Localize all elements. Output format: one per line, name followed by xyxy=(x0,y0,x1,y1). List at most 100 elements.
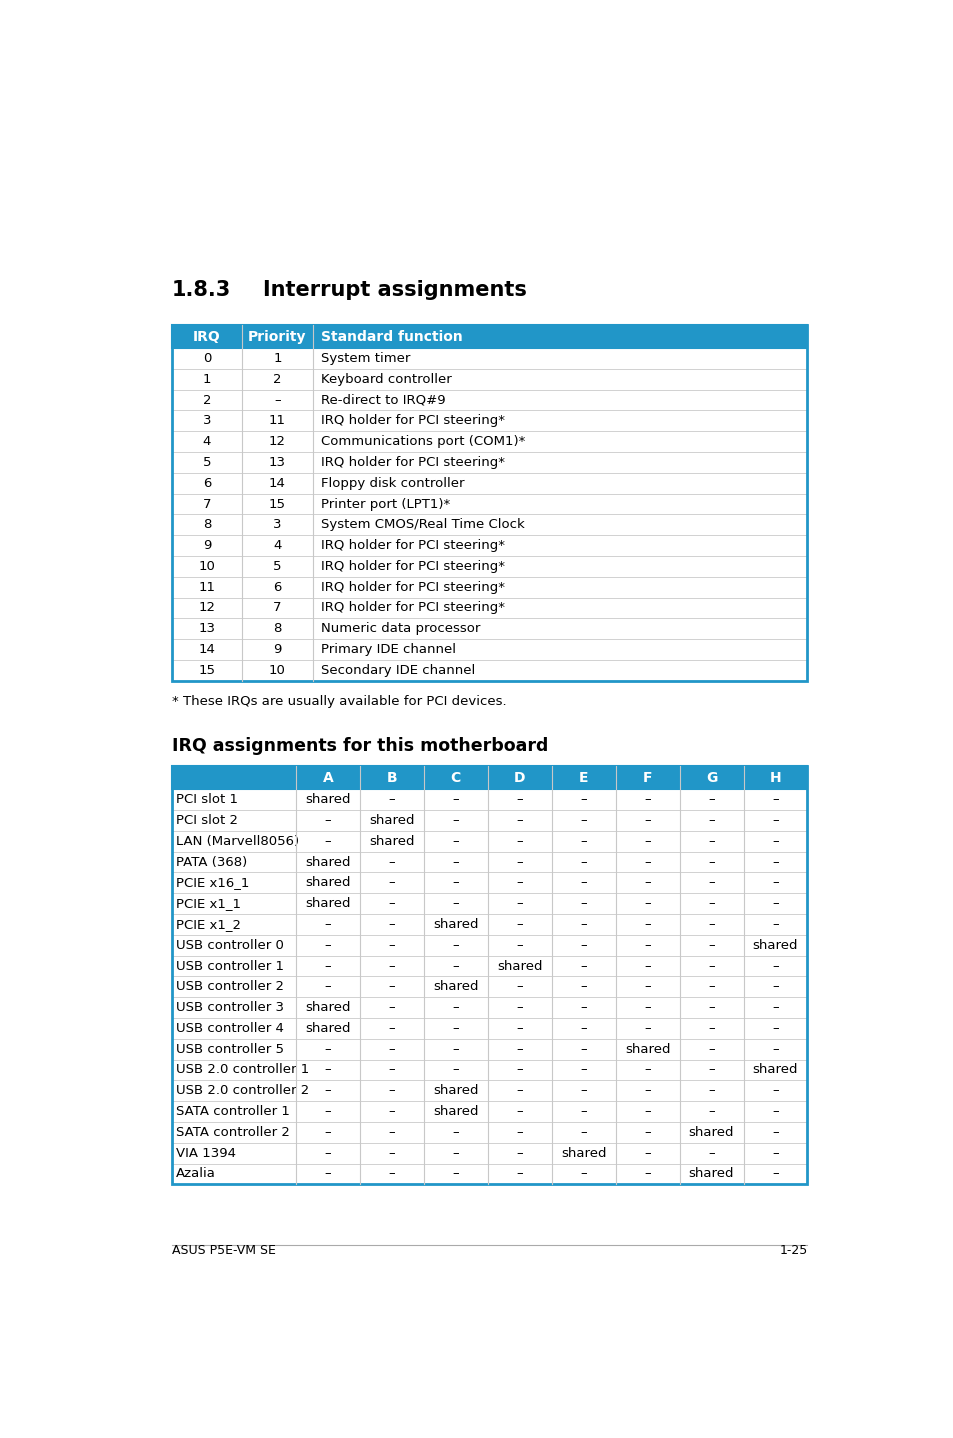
Text: System timer: System timer xyxy=(320,352,410,365)
Text: –: – xyxy=(388,856,395,869)
Text: –: – xyxy=(516,1084,522,1097)
Text: Re-direct to IRQ#9: Re-direct to IRQ#9 xyxy=(320,394,445,407)
Bar xyxy=(172,370,806,390)
Text: –: – xyxy=(579,1168,586,1181)
Text: shared: shared xyxy=(624,1043,670,1055)
Text: –: – xyxy=(579,1084,586,1097)
Text: Standard function: Standard function xyxy=(320,329,462,344)
Text: Primary IDE channel: Primary IDE channel xyxy=(320,643,456,656)
Text: USB 2.0 controller 2: USB 2.0 controller 2 xyxy=(175,1084,309,1097)
Bar xyxy=(172,410,806,431)
Text: Floppy disk controller: Floppy disk controller xyxy=(320,477,464,490)
Text: shared: shared xyxy=(688,1126,734,1139)
Text: –: – xyxy=(771,1043,778,1055)
Text: –: – xyxy=(452,1001,458,1014)
Text: PCIE x16_1: PCIE x16_1 xyxy=(175,876,249,889)
Text: –: – xyxy=(452,1126,458,1139)
Text: –: – xyxy=(643,1168,650,1181)
Text: shared: shared xyxy=(305,856,351,869)
Text: –: – xyxy=(707,1146,714,1159)
Text: –: – xyxy=(452,814,458,827)
Text: 6: 6 xyxy=(273,581,281,594)
Text: –: – xyxy=(643,1064,650,1077)
Text: –: – xyxy=(516,1146,522,1159)
Text: –: – xyxy=(707,856,714,869)
Text: –: – xyxy=(707,981,714,994)
Text: B: B xyxy=(386,771,396,785)
Text: 9: 9 xyxy=(273,643,281,656)
Text: IRQ holder for PCI steering*: IRQ holder for PCI steering* xyxy=(320,456,504,469)
Text: IRQ holder for PCI steering*: IRQ holder for PCI steering* xyxy=(320,559,504,572)
Bar xyxy=(172,452,806,473)
Text: USB 2.0 controller 1: USB 2.0 controller 1 xyxy=(175,1064,309,1077)
Text: 1: 1 xyxy=(202,372,211,385)
Text: –: – xyxy=(324,959,331,972)
Text: shared: shared xyxy=(305,876,351,889)
Text: –: – xyxy=(643,1084,650,1097)
Text: –: – xyxy=(516,1104,522,1119)
Text: 9: 9 xyxy=(202,539,211,552)
Text: 10: 10 xyxy=(198,559,215,572)
Text: PCI slot 1: PCI slot 1 xyxy=(175,794,237,807)
Text: USB controller 2: USB controller 2 xyxy=(175,981,284,994)
Text: H: H xyxy=(769,771,781,785)
Text: –: – xyxy=(643,1001,650,1014)
Bar xyxy=(172,976,806,997)
Text: –: – xyxy=(452,1043,458,1055)
Text: –: – xyxy=(643,1146,650,1159)
Text: 5: 5 xyxy=(273,559,281,572)
Text: USB controller 1: USB controller 1 xyxy=(175,959,284,972)
Text: 13: 13 xyxy=(198,623,215,636)
Text: –: – xyxy=(516,1126,522,1139)
Text: –: – xyxy=(707,1064,714,1077)
Text: PCIE x1_1: PCIE x1_1 xyxy=(175,897,240,910)
Text: –: – xyxy=(579,814,586,827)
Bar xyxy=(172,893,806,915)
Text: 10: 10 xyxy=(269,664,286,677)
Text: –: – xyxy=(771,1001,778,1014)
Text: 14: 14 xyxy=(269,477,286,490)
Text: –: – xyxy=(516,794,522,807)
Text: –: – xyxy=(643,794,650,807)
Text: –: – xyxy=(388,1104,395,1119)
Text: –: – xyxy=(771,959,778,972)
Text: 7: 7 xyxy=(273,601,281,614)
Text: 15: 15 xyxy=(269,498,286,510)
Text: USB controller 4: USB controller 4 xyxy=(175,1022,283,1035)
Text: –: – xyxy=(771,1104,778,1119)
Bar xyxy=(172,935,806,956)
Text: SATA controller 2: SATA controller 2 xyxy=(175,1126,290,1139)
Bar xyxy=(172,577,806,598)
Text: 1.8.3: 1.8.3 xyxy=(172,280,231,301)
Bar xyxy=(172,557,806,577)
Text: Communications port (COM1)*: Communications port (COM1)* xyxy=(320,436,524,449)
Text: –: – xyxy=(579,959,586,972)
Text: 2: 2 xyxy=(202,394,211,407)
Text: –: – xyxy=(388,1146,395,1159)
Text: –: – xyxy=(516,939,522,952)
Text: 12: 12 xyxy=(269,436,286,449)
Text: –: – xyxy=(579,939,586,952)
Bar xyxy=(172,831,806,851)
Text: IRQ holder for PCI steering*: IRQ holder for PCI steering* xyxy=(320,601,504,614)
Text: –: – xyxy=(388,1022,395,1035)
Text: –: – xyxy=(771,835,778,848)
Text: Azalia: Azalia xyxy=(175,1168,215,1181)
Text: –: – xyxy=(452,794,458,807)
Text: –: – xyxy=(388,1001,395,1014)
Bar xyxy=(172,1163,806,1185)
Text: –: – xyxy=(516,856,522,869)
Text: 3: 3 xyxy=(202,414,211,427)
Text: –: – xyxy=(707,1104,714,1119)
Text: –: – xyxy=(707,959,714,972)
Text: Priority: Priority xyxy=(248,329,306,344)
Text: Secondary IDE channel: Secondary IDE channel xyxy=(320,664,475,677)
Bar xyxy=(172,1122,806,1143)
Text: –: – xyxy=(452,1064,458,1077)
Bar xyxy=(172,618,806,638)
Text: 4: 4 xyxy=(273,539,281,552)
Text: –: – xyxy=(452,1168,458,1181)
Text: –: – xyxy=(771,1022,778,1035)
Text: –: – xyxy=(579,835,586,848)
Text: –: – xyxy=(516,1043,522,1055)
